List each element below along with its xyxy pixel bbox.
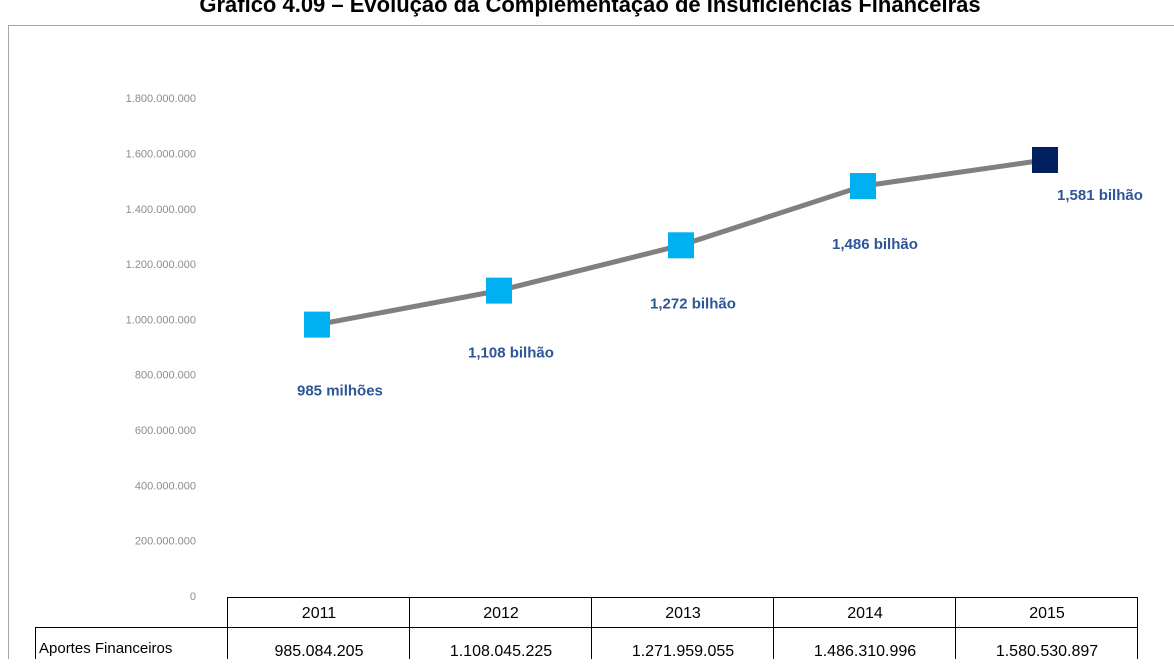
table-cell: 985.084.205 (275, 643, 364, 659)
y-tick-label: 200.000.000 (135, 536, 196, 548)
marker (1032, 147, 1058, 173)
x-tick-label: 2011 (302, 605, 337, 622)
marker (486, 278, 512, 304)
data-label: 985 milhões (297, 383, 383, 400)
x-tick-label: 2015 (1029, 605, 1065, 622)
x-tick-label: 2012 (483, 605, 519, 622)
y-tick-label: 800.000.000 (135, 370, 196, 382)
x-tick-label: 2014 (847, 605, 883, 622)
y-tick-label: 1.800.000.000 (126, 93, 196, 105)
table-cell: 1.580.530.897 (996, 643, 1098, 659)
y-tick-label: 600.000.000 (135, 425, 196, 437)
table-data-row (36, 628, 1138, 660)
marker (668, 232, 694, 258)
data-label: 1,581 bilhão (1057, 187, 1143, 204)
table-row-header: Aportes Financeiros (39, 640, 172, 657)
table-cell: 1.486.310.996 (814, 643, 916, 659)
y-tick-label: 1.000.000.000 (126, 314, 196, 326)
marker (850, 173, 876, 199)
y-tick-label: 1.600.000.000 (126, 149, 196, 161)
data-label: 1,108 bilhão (468, 345, 554, 362)
y-tick-label: 0 (190, 591, 196, 603)
chart-title: Gráfico 4.09 – Evolução da Complementaçã… (199, 0, 980, 17)
chart-frame (9, 26, 1174, 660)
data-label: 1,486 bilhão (832, 236, 918, 253)
y-tick-label: 1.200.000.000 (126, 259, 196, 271)
y-tick-label: 400.000.000 (135, 480, 196, 492)
data-label: 1,272 bilhão (650, 295, 736, 312)
x-tick-label: 2013 (665, 605, 701, 622)
table-cell: 1.108.045.225 (450, 643, 552, 659)
y-tick-label: 1.400.000.000 (126, 204, 196, 216)
marker (304, 312, 330, 338)
table-cell: 1.271.959.055 (632, 643, 734, 659)
